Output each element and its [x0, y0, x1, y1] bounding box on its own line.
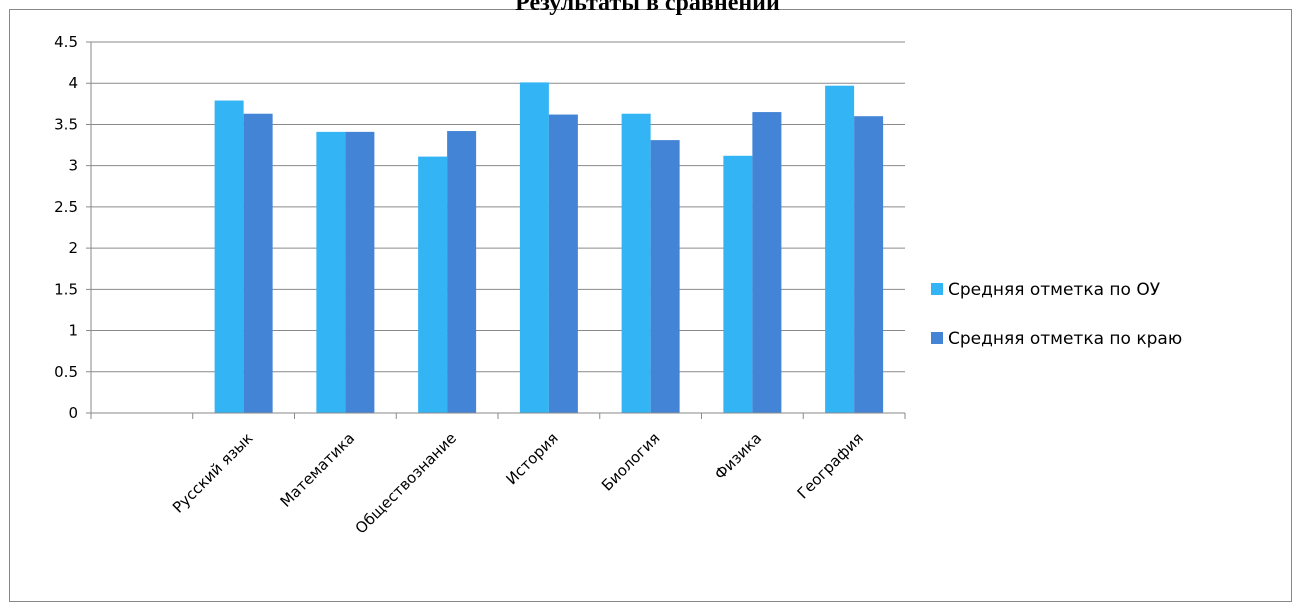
y-tick-label: 0: [68, 404, 78, 422]
bar: [854, 116, 884, 413]
bar: [418, 156, 448, 413]
x-tick-label: Физика: [711, 429, 765, 483]
x-tick-label: Биология: [598, 429, 664, 495]
bar: [723, 155, 753, 414]
y-tick-label: 4: [68, 74, 78, 92]
y-tick-label: 4.5: [54, 33, 78, 51]
bar: [345, 131, 375, 413]
x-tick-label: Русский язык: [169, 429, 256, 516]
bar: [621, 113, 651, 413]
y-tick-label: 0.5: [54, 363, 78, 381]
legend: Средняя отметка по ОУ Средняя отметка по …: [931, 280, 1182, 349]
x-tick-label: География: [794, 429, 867, 502]
bar: [519, 82, 549, 414]
bar: [752, 112, 782, 414]
legend-swatch: [931, 283, 943, 295]
chart-frame: [9, 9, 1292, 602]
y-tick-label: 3: [68, 157, 78, 175]
bar: [548, 114, 578, 413]
y-tick-label: 2.5: [54, 198, 78, 216]
legend-label: Средняя отметка по краю: [948, 329, 1182, 349]
y-tick-label: 1: [68, 322, 78, 340]
bar: [316, 131, 346, 413]
bars: [214, 82, 884, 414]
bar: [243, 113, 273, 413]
bar: [447, 131, 477, 414]
bar: [214, 100, 244, 413]
legend-swatch: [931, 332, 943, 344]
y-tick-label: 1.5: [54, 280, 78, 298]
chart-title: Результаты в сравнении: [515, 0, 780, 16]
axes: [86, 42, 906, 419]
y-tick-label: 3.5: [54, 115, 78, 133]
x-tick-label: Обществознание: [352, 429, 460, 537]
x-tick-label: История: [503, 429, 562, 488]
gridlines: [86, 41, 905, 373]
legend-label: Средняя отметка по ОУ: [948, 280, 1161, 300]
y-axis-ticks: 0 0.5 1 1.5 2 2.5 3 3.5 4 4.5: [54, 33, 78, 422]
bar: [825, 85, 855, 413]
y-tick-label: 2: [68, 239, 78, 257]
bar: [650, 140, 680, 413]
x-tick-label: Математика: [277, 429, 359, 511]
